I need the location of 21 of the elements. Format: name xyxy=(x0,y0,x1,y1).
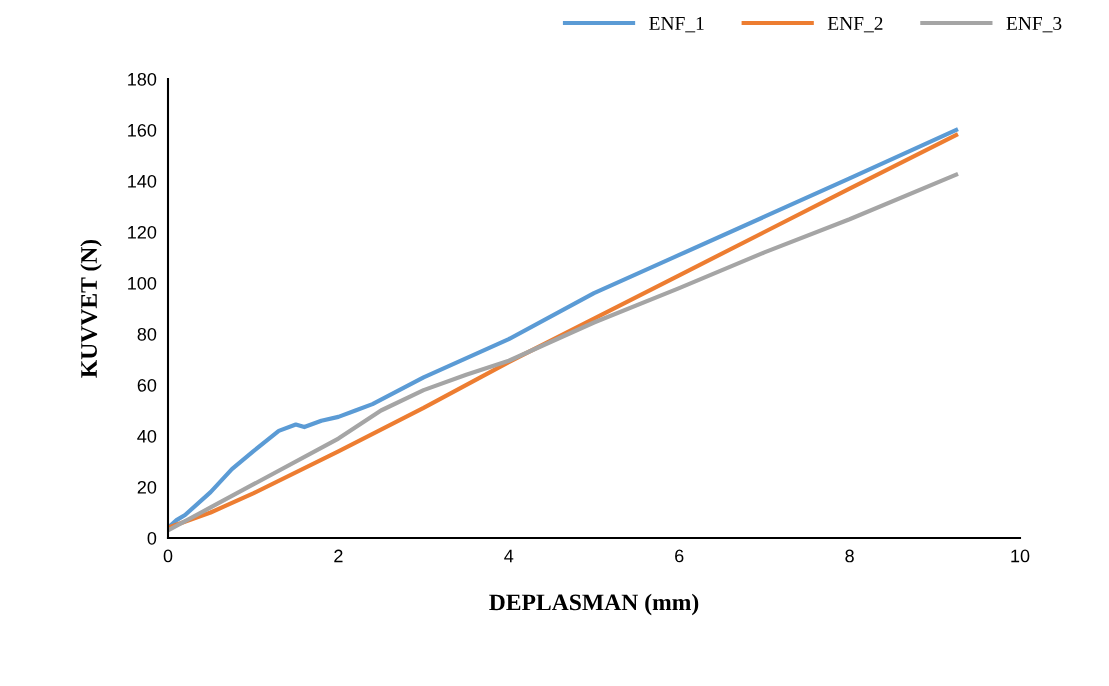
y-tick-label: 0 xyxy=(147,531,157,545)
y-tick-label: 120 xyxy=(128,225,157,239)
x-tick-label: 6 xyxy=(675,549,684,563)
x-tick-label: 4 xyxy=(504,549,514,563)
y-tick-label: 60 xyxy=(137,378,157,392)
legend-label: ENF_3 xyxy=(1006,16,1062,33)
x-tick-label: 10 xyxy=(1011,549,1030,563)
legend-label: ENF_1 xyxy=(649,16,704,33)
x-axis-title: DEPLASMAN (mm) xyxy=(489,593,699,616)
y-tick-label: 20 xyxy=(137,480,157,494)
y-tick-label: 80 xyxy=(137,327,157,341)
y-tick-label: 40 xyxy=(137,429,157,443)
legend-label: ENF_2 xyxy=(827,16,883,33)
x-tick-label: 0 xyxy=(163,549,173,563)
x-tick-label: 8 xyxy=(845,549,854,563)
y-tick-label: 180 xyxy=(128,72,157,86)
y-axis-title: KUVVET (N) xyxy=(80,239,102,378)
x-tick-label: 2 xyxy=(334,549,343,563)
y-tick-label: 160 xyxy=(128,123,157,137)
y-tick-label: 100 xyxy=(128,276,157,290)
y-tick-label: 140 xyxy=(128,174,157,188)
